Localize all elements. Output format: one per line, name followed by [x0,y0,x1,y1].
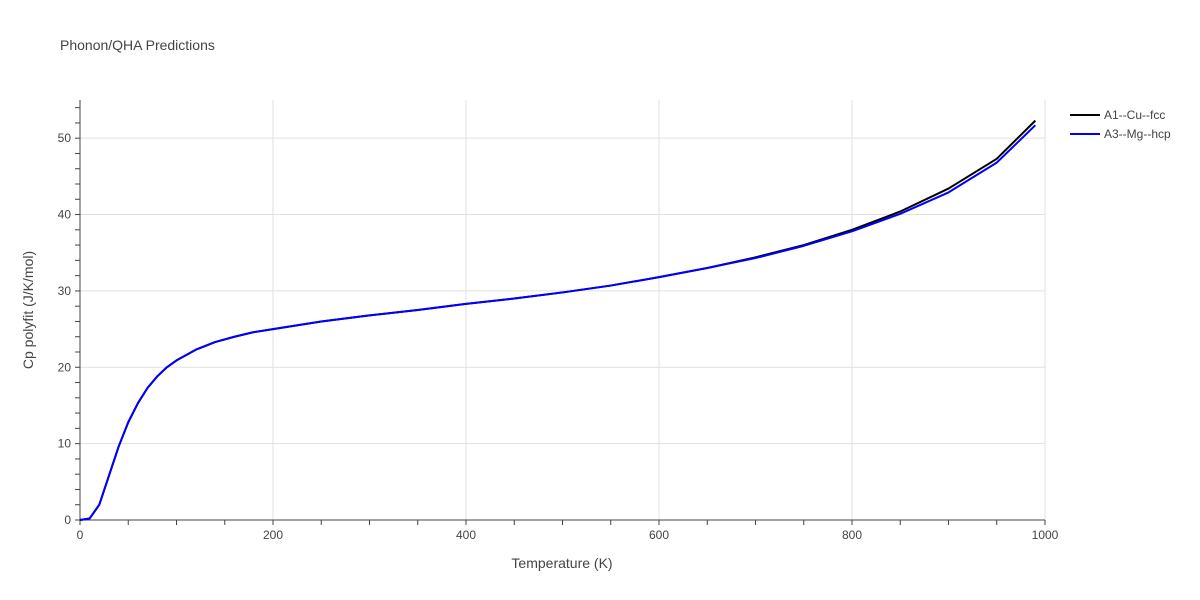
chart-title: Phonon/QHA Predictions [60,37,215,53]
x-tick-label: 800 [842,528,862,542]
legend[interactable]: A1--Cu--fcc A3--Mg--hcp [1070,108,1171,141]
x-tick-label: 200 [263,528,283,542]
y-tick-label: 20 [58,360,72,374]
grid [80,100,1046,520]
legend-label: A1--Cu--fcc [1104,108,1165,122]
legend-label: A3--Mg--hcp [1104,127,1171,141]
series-line-1 [79,119,1037,521]
x-tick-label: 0 [77,528,84,542]
y-tick-label: 40 [58,208,72,222]
axes: 0 200 400 600 800 1000 0 10 20 30 40 50 [58,100,1059,542]
plot-area [79,119,1037,521]
y-tick-label: 0 [64,513,71,527]
series-line-2 [79,124,1037,521]
y-tick-label: 10 [58,437,72,451]
x-tick-label: 400 [456,528,476,542]
legend-item-1[interactable]: A1--Cu--fcc [1070,108,1165,122]
legend-item-2[interactable]: A3--Mg--hcp [1070,127,1171,141]
x-axis-label: Temperature (K) [511,555,612,571]
y-tick-label: 30 [58,284,72,298]
x-tick-label: 600 [649,528,669,542]
y-tick-label: 50 [58,131,72,145]
y-axis-label: Cp polyfit (J/K/mol) [20,251,36,369]
x-tick-label: 1000 [1032,528,1059,542]
